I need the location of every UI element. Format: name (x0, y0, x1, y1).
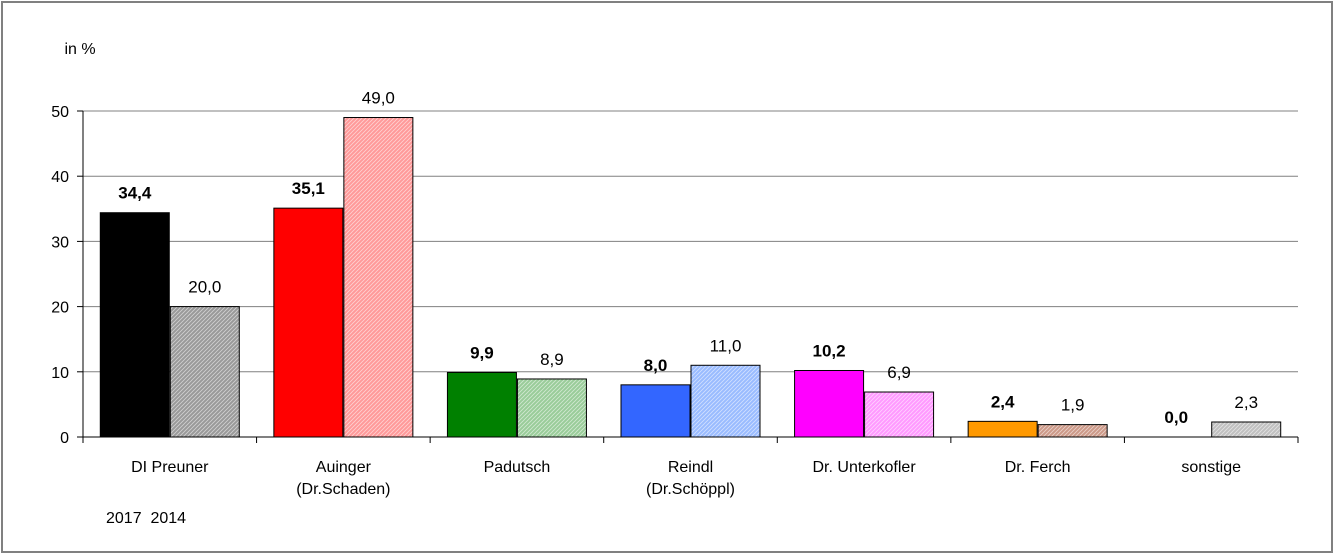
data-label-2014: 2,3 (1234, 393, 1258, 412)
data-label-2014: 11,0 (710, 336, 742, 355)
data-label-2017: 8,0 (644, 356, 668, 375)
bar-2014 (1037, 424, 1108, 438)
data-label-2014: 1,9 (1061, 396, 1085, 415)
x-category-label: Auinger (316, 459, 372, 476)
data-label-2017: 35,1 (292, 179, 325, 198)
data-label-2017: 10,2 (813, 341, 846, 360)
data-label-2014: 20,0 (188, 278, 221, 297)
data-label-2014: 6,9 (887, 363, 911, 382)
data-label-2014: 8,9 (540, 350, 564, 369)
legend-series-years: 2017 2014 (106, 510, 186, 527)
bar-2014 (169, 306, 240, 438)
bar-2014 (864, 391, 935, 438)
x-category-label: (Dr.Schaden) (296, 481, 390, 498)
x-category-label: (Dr.Schöppl) (646, 481, 735, 498)
data-label-2014: 49,0 (362, 89, 395, 108)
x-category-label: Dr. Ferch (1005, 459, 1071, 476)
data-label-2017: 0,0 (1164, 408, 1188, 427)
bar-2017 (794, 369, 865, 438)
bar-2014 (343, 117, 414, 438)
x-category-label: sonstige (1181, 459, 1241, 476)
bar-2014 (1211, 421, 1282, 438)
bar-2017 (99, 212, 170, 438)
data-label-2017: 9,9 (470, 343, 494, 362)
bar-2014 (690, 364, 761, 438)
y-axis-label: in % (64, 41, 95, 58)
bar-2017 (967, 420, 1038, 438)
bar-2017 (273, 207, 344, 438)
data-label-2017: 34,4 (118, 184, 152, 203)
bar-2017 (446, 371, 517, 438)
y-tick-label: 40 (51, 169, 69, 186)
x-category-label: Dr. Unterkofler (813, 459, 917, 476)
x-category-label: Reindl (668, 459, 713, 476)
x-category-label: Padutsch (484, 459, 551, 476)
y-tick-label: 20 (51, 300, 69, 317)
y-tick-label: 10 (51, 365, 69, 382)
bar-2014 (516, 378, 587, 438)
y-tick-label: 30 (51, 234, 69, 251)
bar-2017 (620, 384, 691, 438)
x-category-label: DI Preuner (131, 459, 209, 476)
y-tick-label: 0 (60, 430, 69, 447)
data-label-2017: 2,4 (991, 392, 1015, 411)
y-tick-label: 50 (51, 104, 69, 121)
